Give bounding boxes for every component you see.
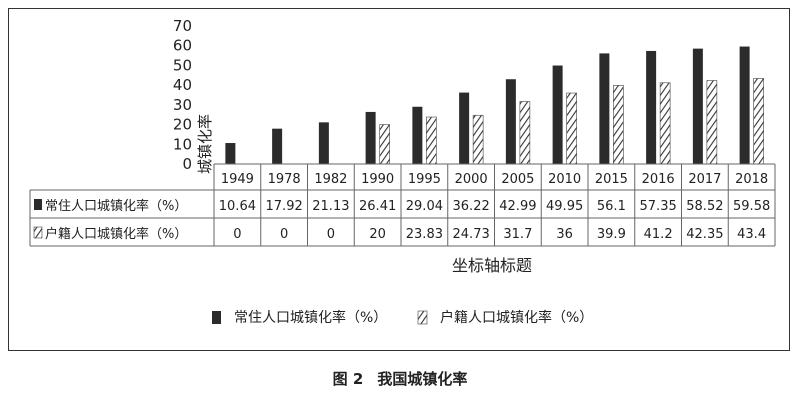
legend-swatch (212, 311, 221, 324)
table-row-label: 常住人口城镇化率（%） (45, 198, 187, 214)
y-tick-label: 30 (173, 96, 192, 114)
caption-number: 图 2 (332, 370, 364, 388)
data-label: 21.13 (312, 199, 349, 214)
legend-label: 户籍人口城镇化率（%） (440, 309, 593, 326)
y-tick-label: 10 (173, 135, 192, 153)
x-tick-label: 2018 (735, 172, 768, 187)
bar-registered-2005 (519, 101, 531, 165)
y-axis-label: 城镇化率 (196, 114, 214, 174)
x-axis-label: 坐标轴标题 (452, 256, 532, 275)
data-label: 43.4 (737, 227, 766, 242)
bar-registered-1990 (379, 124, 390, 165)
data-label: 0 (280, 227, 288, 242)
x-tick-label: 2017 (688, 172, 721, 187)
y-tick-label: 70 (173, 17, 192, 35)
bar-registered-2017 (706, 80, 718, 165)
bar-resident-1982 (318, 122, 329, 164)
data-label: 17.92 (266, 199, 303, 214)
table-row-label: 户籍人口城镇化率（%） (45, 226, 187, 242)
chart-frame (8, 8, 790, 351)
data-label: 20 (369, 227, 386, 242)
data-label: 57.35 (640, 199, 677, 214)
data-label: 42.35 (686, 227, 723, 242)
bar-resident-2017 (692, 48, 703, 164)
data-label: 39.9 (597, 227, 626, 242)
data-label: 42.99 (499, 199, 536, 214)
x-tick-label: 1990 (361, 172, 394, 187)
bar-registered-1995 (426, 116, 437, 165)
data-label: 36.22 (453, 199, 490, 214)
x-tick-label: 2005 (501, 172, 534, 187)
bar-registered-2015 (613, 85, 624, 165)
data-label: 59.58 (733, 199, 770, 214)
bar-resident-1990 (365, 111, 376, 164)
figure-caption: 图 2 我国城镇化率 (0, 368, 800, 389)
data-label: 49.95 (546, 199, 583, 214)
bar-resident-2005 (505, 79, 516, 164)
data-label: 36 (556, 227, 573, 242)
bar-resident-1949 (225, 143, 236, 164)
data-label: 29.04 (406, 199, 443, 214)
data-label: 23.83 (406, 227, 443, 242)
y-tick-label: 60 (173, 37, 192, 55)
data-label: 0 (327, 227, 335, 242)
bar-resident-2015 (599, 53, 610, 164)
bar-resident-1978 (272, 128, 283, 164)
x-tick-label: 2010 (548, 172, 581, 187)
bar-resident-2018 (739, 46, 750, 165)
bar-resident-2010 (552, 65, 563, 164)
legend-label: 常住人口城镇化率（%） (234, 309, 387, 326)
table-row-key (34, 199, 42, 210)
bar-registered-2000 (472, 114, 484, 165)
bar-registered-2018 (753, 78, 764, 165)
data-label: 10.64 (219, 199, 256, 214)
x-tick-label: 1995 (408, 172, 441, 187)
y-tick-label: 0 (182, 155, 192, 173)
y-tick-label: 50 (173, 56, 192, 74)
bar-registered-2010 (566, 92, 577, 165)
bar-registered-2016 (659, 82, 671, 165)
x-tick-label: 2000 (455, 172, 488, 187)
x-tick-label: 2015 (595, 172, 628, 187)
x-tick-label: 2016 (642, 172, 675, 187)
data-label: 26.41 (359, 199, 396, 214)
x-tick-label: 1949 (221, 172, 254, 187)
x-tick-label: 1982 (314, 172, 347, 187)
data-label: 31.7 (503, 227, 532, 242)
bar-resident-1995 (412, 106, 423, 164)
y-tick-label: 20 (173, 116, 192, 134)
y-tick-label: 40 (173, 76, 192, 94)
caption-text: 我国城镇化率 (377, 370, 468, 388)
bar-resident-2016 (646, 50, 657, 165)
legend-swatch (417, 310, 428, 325)
data-label: 56.1 (597, 199, 626, 214)
bar-resident-2000 (459, 92, 470, 164)
table-row-key (33, 226, 43, 239)
data-label: 0 (233, 227, 241, 242)
x-tick-label: 1978 (268, 172, 301, 187)
data-label: 41.2 (644, 227, 673, 242)
data-label: 24.73 (453, 227, 490, 242)
data-label: 58.52 (686, 199, 723, 214)
